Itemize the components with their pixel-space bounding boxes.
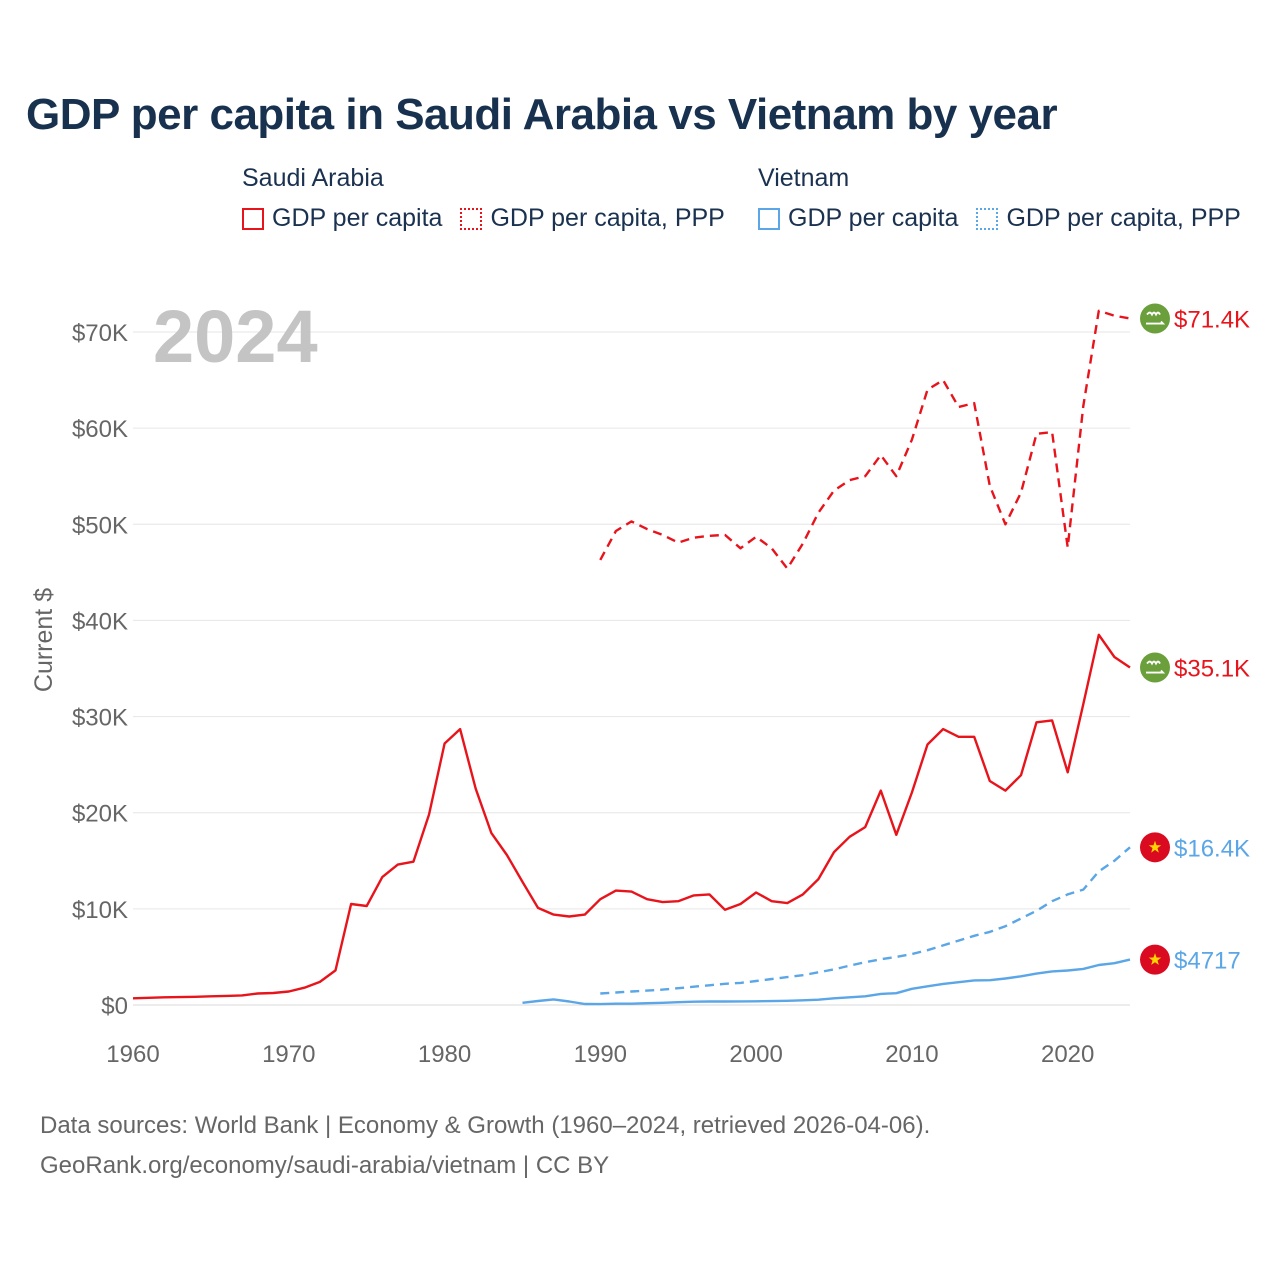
series-line-2[interactable] [600,846,1131,995]
legend-group-saudi-arabia: Saudi Arabia GDP per capita GDP per capi… [242,162,743,233]
legend-group-name: Vietnam [758,164,850,192]
series-end-value-label: $71.4K [1174,307,1250,334]
source-url[interactable]: GeoRank.org/economy/saudi-arabia/vietnam… [40,1152,610,1179]
y-tick-label: $20K [72,801,128,828]
legend-label: GDP per capita [272,204,443,232]
y-tick-label: $30K [72,705,128,732]
x-tick-label: 1980 [418,1041,471,1068]
x-tick-label: 1960 [106,1041,159,1068]
legend-item-saudi-gdp[interactable]: GDP per capita [242,204,442,233]
x-tick-label: 2010 [885,1041,938,1068]
saudi-arabia-flag-icon [1140,652,1170,683]
series-line-1[interactable] [132,633,1131,1000]
legend-item-saudi-gdp-ppp[interactable]: GDP per capita, PPP [460,204,725,233]
y-tick-label: $50K [72,512,128,539]
y-tick-label: $0 [101,993,128,1020]
vietnam-flag-icon [1140,944,1170,975]
legend-label: GDP per capita [788,204,959,232]
legend-group-vietnam: Vietnam GDP per capita GDP per capita, P… [758,162,1259,233]
x-tick-label: 1990 [574,1041,627,1068]
gridlines [133,331,1130,1006]
y-axis-ticks: $0 $10K $20K $30K $40K $50K $60K $70K [72,320,128,1020]
legend-item-vietnam-gdp[interactable]: GDP per capita [758,204,958,233]
x-tick-label: 2000 [729,1041,782,1068]
series-end-value-label: $16.4K [1174,835,1250,862]
legend-swatch-dotted-icon [976,207,999,230]
x-tick-label: 1970 [262,1041,315,1068]
series-line-3[interactable] [522,958,1131,1006]
y-axis-label: Current $ [30,588,58,692]
legend-swatch-solid-icon [758,207,780,230]
saudi-arabia-flag-icon [1140,303,1170,334]
x-tick-label: 2020 [1041,1041,1094,1068]
series-end-value-label: $35.1K [1174,656,1250,683]
legend-swatch-dotted-icon [460,207,483,230]
legend-item-vietnam-gdp-ppp[interactable]: GDP per capita, PPP [976,204,1241,233]
legend-group-name: Saudi Arabia [242,164,384,192]
year-watermark: 2024 [153,295,318,378]
legend-label: GDP per capita, PPP [1006,204,1241,232]
y-tick-label: $60K [72,416,128,443]
footer: Data sources: World Bank | Economy & Gro… [40,1106,930,1186]
y-tick-label: $40K [72,608,128,635]
series-lines [132,309,1131,1006]
legend-swatch-solid-icon [242,207,264,230]
y-tick-label: $70K [72,320,128,347]
series-line-0[interactable] [599,309,1131,570]
data-source-note: Data sources: World Bank | Economy & Gro… [40,1112,931,1139]
x-axis-ticks: 1960 1970 1980 1990 2000 2010 2020 [106,1041,1094,1068]
series-end-labels: $71.4K $35.1K $16.4K $4717 [1140,303,1250,975]
vietnam-flag-icon [1140,832,1170,863]
legend-label: GDP per capita, PPP [490,204,725,232]
series-end-value-label: $4717 [1174,948,1241,975]
y-tick-label: $10K [72,897,128,924]
chart-title: GDP per capita in Saudi Arabia vs Vietna… [26,90,1058,139]
